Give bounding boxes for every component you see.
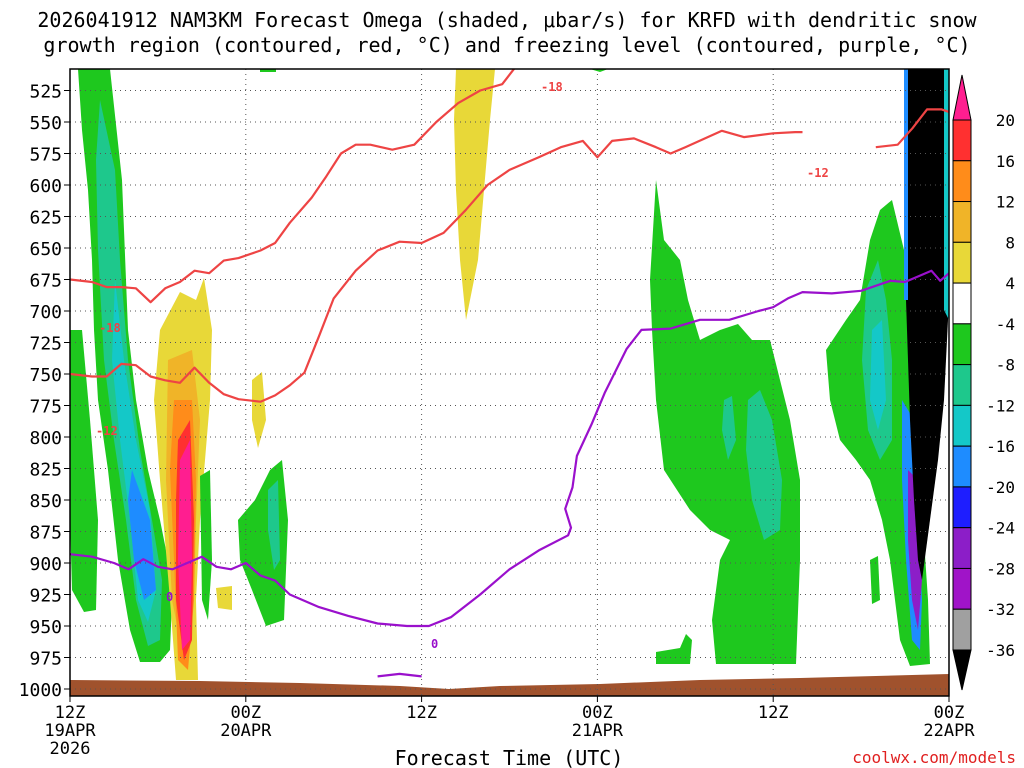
chart-title-line1: 2026041912 NAM3KM Forecast Omega (shaded… bbox=[37, 8, 977, 32]
x-tick-label-5-0: 00Z bbox=[934, 703, 965, 723]
omega-shade-yellow-blob-a bbox=[252, 372, 266, 448]
colorbar-box-0 bbox=[952, 119, 972, 162]
y-axis: 525 550 575 600 625 650 675 700 725 750 775 800 825 8… bbox=[19, 82, 70, 701]
contour-label-red-3: -18 bbox=[99, 321, 121, 335]
y-tick-label-925: 925 bbox=[29, 586, 62, 607]
omega-shade-core-magenta bbox=[178, 440, 192, 650]
x-tick-label-0-2: 2026 bbox=[50, 739, 91, 759]
y-tick-label-575: 575 bbox=[29, 145, 62, 166]
contour-label-red-4: -12 bbox=[96, 424, 118, 438]
omega-shade-right-black bbox=[906, 69, 949, 580]
y-tick-label-750: 750 bbox=[29, 365, 62, 386]
x-tick-label-1-1: 20APR bbox=[220, 721, 272, 741]
contour-label-red-1: -18 bbox=[541, 80, 563, 94]
dendritic-contour-1 bbox=[70, 129, 803, 403]
omega-shade-right-edge-cyan bbox=[944, 69, 949, 320]
colorbar: 20 16 12 8 4 -4 -8 -12 -16 -20 -24 -28 -32 -36 bbox=[952, 74, 1015, 691]
x-tick-label-2-0: 12Z bbox=[406, 703, 437, 723]
y-tick-label-550: 550 bbox=[29, 113, 62, 134]
colorbar-label-5: -4 bbox=[996, 315, 1015, 334]
colorbar-box-5 bbox=[952, 323, 972, 366]
colorbar-box-1 bbox=[952, 160, 972, 203]
omega-shade-early-left-edge bbox=[70, 330, 98, 612]
colorbar-box-11 bbox=[952, 567, 972, 610]
omega-shade-green-small-b bbox=[870, 556, 880, 604]
colorbar-box-9 bbox=[952, 486, 972, 529]
colorbar-label-4: 4 bbox=[1005, 274, 1015, 293]
y-tick-label-850: 850 bbox=[29, 491, 62, 512]
contour-label-purple-2: 0 bbox=[431, 637, 438, 651]
colorbar-label-7: -12 bbox=[986, 396, 1015, 415]
colorbar-box-10 bbox=[952, 527, 972, 569]
y-tick-label-975: 975 bbox=[29, 649, 62, 670]
contour-label-purple-1: 0 bbox=[166, 590, 173, 604]
y-tick-label-725: 725 bbox=[29, 334, 62, 355]
omega-shade-teal-sliver bbox=[722, 396, 736, 460]
freezing-level-contour-4 bbox=[377, 672, 422, 678]
y-tick-label-675: 675 bbox=[29, 271, 62, 292]
colorbar-label-12: -32 bbox=[986, 600, 1015, 619]
omega-shading bbox=[70, 69, 949, 696]
x-tick-label-0-0: 12Z bbox=[55, 703, 86, 723]
colorbar-bottom-arrow bbox=[952, 649, 972, 691]
omega-shade-early-lightblue bbox=[128, 470, 156, 600]
colorbar-label-3: 8 bbox=[1005, 233, 1015, 252]
x-tick-label-1-0: 00Z bbox=[230, 703, 261, 723]
colorbar-box-7 bbox=[952, 404, 972, 447]
dendritic-contour-2 bbox=[875, 108, 949, 149]
colorbar-label-9: -20 bbox=[986, 478, 1015, 497]
terrain-strip bbox=[70, 674, 949, 696]
omega-shade-cyan-right bbox=[870, 320, 886, 430]
x-tick-label-3-0: 00Z bbox=[582, 703, 613, 723]
colorbar-label-0: 20 bbox=[996, 111, 1015, 130]
omega-shade-green-blob-a bbox=[200, 470, 212, 620]
colorbar-top-arrow bbox=[952, 74, 972, 121]
freezing-level-contour-3 bbox=[70, 269, 949, 628]
y-tick-label-1000: 1000 bbox=[19, 680, 62, 701]
y-tick-label-525: 525 bbox=[29, 82, 62, 103]
colorbar-label-10: -24 bbox=[986, 519, 1015, 538]
colorbar-box-12 bbox=[952, 608, 972, 651]
colorbar-box-2 bbox=[952, 201, 972, 243]
colorbar-label-8: -16 bbox=[986, 437, 1015, 456]
y-tick-label-650: 650 bbox=[29, 239, 62, 260]
plot-frame bbox=[69, 68, 950, 697]
x-tick-label-5-1: 22APR bbox=[923, 721, 975, 741]
chart-title-line2: growth region (contoured, red, °C) and f… bbox=[43, 33, 970, 57]
omega-shade-right-edge-blue bbox=[904, 69, 908, 300]
colorbar-label-11: -28 bbox=[986, 559, 1015, 578]
colorbar-label-2: 12 bbox=[996, 193, 1015, 212]
omega-shade-green-small-a bbox=[656, 634, 692, 664]
omega-shade-yellow-blob-b bbox=[216, 586, 232, 610]
y-tick-label-875: 875 bbox=[29, 523, 62, 544]
y-tick-label-800: 800 bbox=[29, 428, 62, 449]
omega-shade-teal-mid bbox=[746, 390, 782, 540]
x-tick-label-0-1: 19APR bbox=[44, 721, 96, 741]
credit-text: coolwx.com/models bbox=[852, 748, 1016, 767]
y-tick-label-775: 775 bbox=[29, 397, 62, 418]
x-tick-label-4-0: 12Z bbox=[758, 703, 789, 723]
colorbar-box-6 bbox=[952, 364, 972, 406]
colorbar-label-13: -36 bbox=[986, 641, 1015, 660]
y-tick-label-700: 700 bbox=[29, 302, 62, 323]
colorbar-box-4 bbox=[952, 282, 972, 325]
contour-label-red-2: -12 bbox=[807, 166, 829, 180]
x-axis-title: Forecast Time (UTC) bbox=[395, 746, 624, 768]
colorbar-label-6: -8 bbox=[996, 356, 1015, 375]
x-tick-label-3-1: 21APR bbox=[572, 721, 624, 741]
contour-lines bbox=[70, 69, 949, 678]
y-tick-label-825: 825 bbox=[29, 460, 62, 481]
dendritic-contour-0 bbox=[70, 69, 516, 304]
y-tick-label-600: 600 bbox=[29, 176, 62, 197]
y-tick-label-625: 625 bbox=[29, 208, 62, 229]
y-tick-label-950: 950 bbox=[29, 617, 62, 638]
colorbar-label-1: 16 bbox=[996, 152, 1015, 171]
colorbar-box-8 bbox=[952, 445, 972, 488]
omega-shade-teal-blob-b bbox=[268, 480, 280, 570]
omega-shade-yellow-column bbox=[454, 69, 495, 320]
y-tick-label-900: 900 bbox=[29, 554, 62, 575]
colorbar-box-3 bbox=[952, 241, 972, 284]
